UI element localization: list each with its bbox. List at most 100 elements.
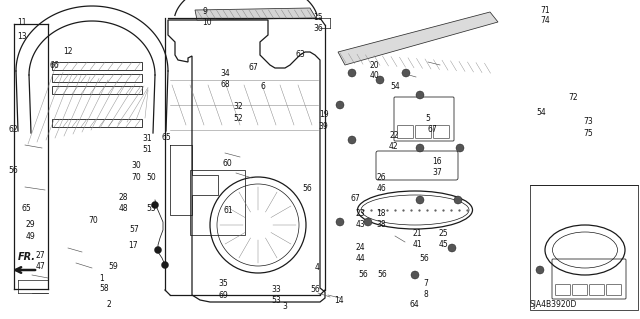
Text: 30: 30	[131, 161, 141, 170]
Text: 28: 28	[118, 193, 128, 202]
Text: 56: 56	[358, 270, 368, 279]
Circle shape	[336, 101, 344, 109]
Text: 10: 10	[202, 18, 212, 27]
Text: 25: 25	[438, 229, 448, 238]
Text: 35: 35	[218, 279, 228, 288]
Text: 50: 50	[146, 173, 156, 182]
Text: 38: 38	[376, 220, 386, 229]
Text: 13: 13	[17, 32, 27, 41]
Text: 41: 41	[413, 240, 422, 249]
Circle shape	[364, 218, 372, 226]
Text: 53: 53	[271, 296, 281, 305]
Text: 65: 65	[21, 204, 31, 213]
Text: 45: 45	[438, 240, 448, 249]
Text: 64: 64	[410, 300, 419, 309]
Text: 16: 16	[432, 157, 442, 166]
Text: 5: 5	[426, 114, 431, 122]
Text: 33: 33	[271, 285, 281, 294]
Text: 12: 12	[63, 47, 72, 56]
Circle shape	[536, 266, 544, 274]
Text: 36: 36	[314, 24, 323, 33]
Circle shape	[154, 247, 161, 254]
Text: 42: 42	[389, 142, 399, 151]
Text: 72: 72	[568, 93, 578, 102]
Text: 7: 7	[424, 279, 429, 288]
Text: 55: 55	[146, 204, 156, 213]
Text: 27: 27	[35, 251, 45, 260]
Text: 75: 75	[584, 129, 593, 138]
Text: 65: 65	[161, 133, 171, 142]
Circle shape	[402, 69, 410, 77]
Text: 56: 56	[378, 270, 387, 279]
Circle shape	[152, 202, 159, 209]
Text: 54: 54	[536, 108, 546, 117]
Text: 9: 9	[202, 7, 207, 16]
Text: 2: 2	[106, 300, 111, 309]
Text: 22: 22	[389, 131, 399, 140]
Text: 1: 1	[99, 274, 104, 283]
Text: 70: 70	[88, 216, 98, 225]
Text: 61: 61	[224, 206, 234, 215]
Text: 56: 56	[8, 166, 18, 175]
Circle shape	[416, 144, 424, 152]
Text: 62: 62	[8, 125, 18, 134]
Circle shape	[376, 76, 384, 84]
Text: 56: 56	[302, 184, 312, 193]
Text: 57: 57	[129, 225, 139, 234]
Text: 52: 52	[234, 114, 243, 122]
Circle shape	[416, 196, 424, 204]
Text: 8: 8	[424, 290, 428, 299]
Text: 49: 49	[26, 232, 35, 241]
Text: 31: 31	[142, 134, 152, 143]
Text: 19: 19	[319, 110, 328, 119]
Text: 21: 21	[413, 229, 422, 238]
Text: FR.: FR.	[18, 252, 36, 262]
Text: 70: 70	[131, 173, 141, 182]
Text: 40: 40	[370, 71, 380, 80]
Text: 71: 71	[541, 6, 550, 15]
Circle shape	[454, 196, 462, 204]
Text: 59: 59	[109, 262, 118, 271]
Text: 47: 47	[35, 262, 45, 271]
Text: 67: 67	[428, 125, 437, 134]
Text: 18: 18	[376, 209, 386, 218]
Text: 17: 17	[128, 241, 138, 250]
Text: 48: 48	[118, 204, 128, 213]
Text: 39: 39	[319, 122, 328, 130]
Text: 11: 11	[17, 18, 27, 27]
Text: 56: 56	[419, 254, 429, 263]
Polygon shape	[195, 8, 316, 20]
Circle shape	[348, 69, 356, 77]
Text: 37: 37	[432, 168, 442, 177]
Circle shape	[348, 136, 356, 144]
Text: 4: 4	[315, 263, 320, 272]
Text: 34: 34	[221, 69, 230, 78]
Text: 15: 15	[314, 13, 323, 22]
Circle shape	[336, 218, 344, 226]
Text: 20: 20	[370, 61, 380, 70]
Text: 44: 44	[355, 254, 365, 263]
Text: 23: 23	[355, 209, 365, 218]
Text: 51: 51	[142, 145, 152, 154]
Text: 3: 3	[283, 302, 288, 311]
Text: 14: 14	[334, 296, 344, 305]
Text: 58: 58	[99, 284, 109, 293]
Text: 32: 32	[234, 102, 243, 111]
Text: 74: 74	[541, 16, 550, 25]
Text: 69: 69	[218, 291, 228, 300]
Text: 68: 68	[221, 80, 230, 89]
Text: 54: 54	[390, 82, 400, 91]
Text: 67: 67	[351, 194, 360, 203]
Circle shape	[411, 271, 419, 279]
Text: 73: 73	[584, 117, 593, 126]
Text: SJA4B3920D: SJA4B3920D	[530, 300, 577, 309]
Circle shape	[161, 262, 168, 269]
Text: 43: 43	[355, 220, 365, 229]
Polygon shape	[338, 12, 498, 65]
Text: 29: 29	[26, 220, 35, 229]
Text: 6: 6	[260, 82, 266, 91]
Text: 24: 24	[355, 243, 365, 252]
Text: 46: 46	[376, 184, 386, 193]
Circle shape	[416, 91, 424, 99]
Text: 60: 60	[223, 159, 232, 168]
